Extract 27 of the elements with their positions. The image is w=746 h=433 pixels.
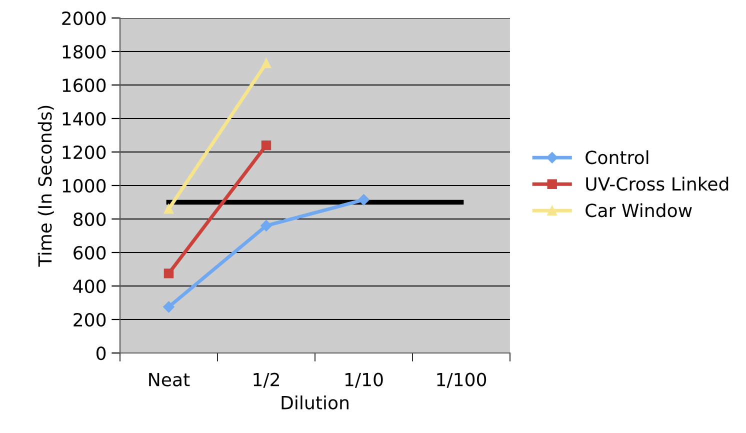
- point: [261, 140, 272, 150]
- point: [164, 204, 174, 214]
- y-tick-label: 2000: [62, 11, 106, 26]
- legend-label: Control: [586, 150, 648, 164]
- y-tick-label: 1800: [62, 44, 106, 59]
- y-tick-label: 800: [74, 212, 106, 226]
- point: [163, 301, 174, 313]
- y-tick-label: 1200: [62, 145, 106, 160]
- point: [358, 194, 370, 206]
- x-axis-title: Dilution: [282, 395, 348, 410]
- point: [261, 58, 272, 68]
- y-axis-title: Time (In Seconds): [38, 106, 54, 267]
- x-tick-label: Neat: [149, 373, 190, 386]
- y-tick-label: 200: [74, 312, 106, 327]
- x-tick-label: 1/2: [254, 372, 279, 388]
- y-tick-label: 1000: [62, 178, 106, 193]
- y-tick-label: 0: [96, 346, 106, 360]
- y-tick-label: 400: [73, 279, 106, 294]
- x-tick-label: 1/100: [437, 372, 486, 388]
- y-tick-label: 1600: [62, 78, 106, 92]
- legend-label: UV-Cross Linked: [586, 176, 728, 191]
- point: [164, 268, 174, 278]
- y-tick-label: 600: [74, 246, 106, 260]
- legend-label: Car Window: [586, 203, 692, 218]
- x-tick-label: 1/10: [345, 372, 383, 388]
- point: [260, 220, 272, 232]
- y-tick-label: 1400: [62, 112, 106, 126]
